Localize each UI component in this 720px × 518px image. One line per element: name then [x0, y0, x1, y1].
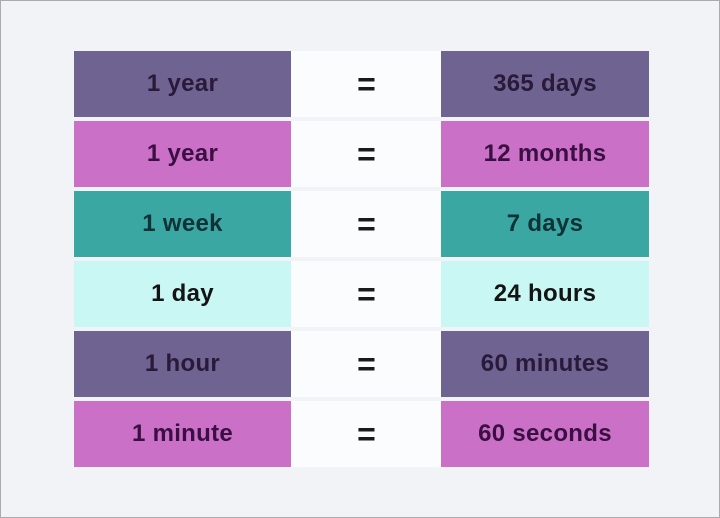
value-cell: 60 minutes [441, 331, 649, 397]
value-cell: 60 seconds [441, 401, 649, 467]
value-cell: 7 days [441, 191, 649, 257]
value-cell: 12 months [441, 121, 649, 187]
unit-cell: 1 year [74, 51, 291, 117]
conversion-table: 1 year = 365 days 1 year = 12 months 1 w… [74, 51, 649, 467]
unit-cell: 1 minute [74, 401, 291, 467]
equals-sign: = [291, 261, 441, 327]
equals-sign: = [291, 331, 441, 397]
unit-cell: 1 day [74, 261, 291, 327]
equals-sign: = [291, 121, 441, 187]
value-cell: 365 days [441, 51, 649, 117]
unit-cell: 1 year [74, 121, 291, 187]
equals-sign: = [291, 401, 441, 467]
unit-cell: 1 hour [74, 331, 291, 397]
equals-sign: = [291, 191, 441, 257]
value-cell: 24 hours [441, 261, 649, 327]
equals-sign: = [291, 51, 441, 117]
unit-cell: 1 week [74, 191, 291, 257]
